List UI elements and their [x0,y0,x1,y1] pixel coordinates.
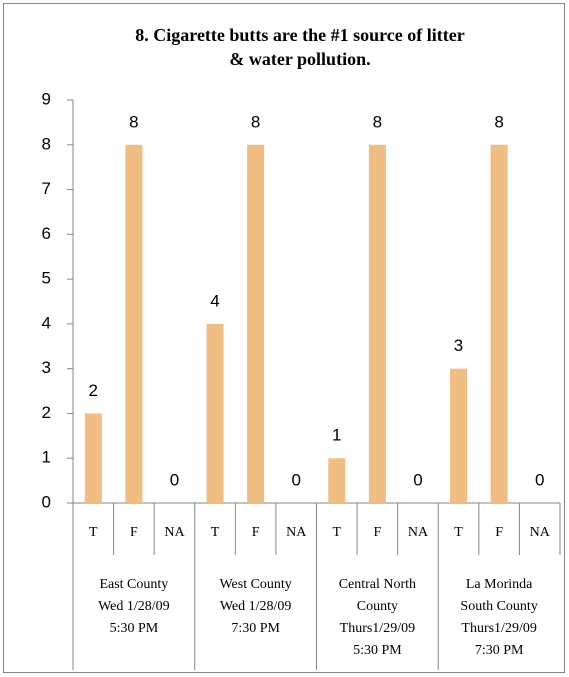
data-label: 2 [89,381,98,400]
x-tick-label: F [495,525,503,540]
group-label: Central North [339,577,416,592]
y-tick-label: 5 [42,269,51,288]
data-label: 0 [535,470,544,489]
x-tick-label: F [252,525,260,540]
bar [450,368,468,503]
y-tick-label: 2 [42,403,51,422]
y-tick-label: 3 [42,358,51,377]
bar [368,144,386,503]
data-label: 8 [494,112,503,131]
group-label: 5:30 PM [353,643,402,658]
group-label: 7:30 PM [475,643,524,658]
x-tick-label: NA [286,525,307,540]
y-tick-label: 9 [42,89,51,108]
group-label: West County [219,577,291,592]
bar [490,144,508,503]
data-label: 3 [454,336,463,355]
bar [84,413,102,503]
group-label: 7:30 PM [231,621,280,636]
y-tick-label: 4 [42,313,51,332]
x-tick-label: NA [530,525,551,540]
group-label: Wed 1/28/09 [98,599,170,614]
x-tick-label: T [454,525,463,540]
chart-title: & water pollution. [229,49,370,69]
data-label: 8 [129,112,138,131]
x-tick-label: T [333,525,342,540]
bar [206,323,224,503]
chart-frame [3,3,565,673]
x-tick-label: NA [164,525,185,540]
x-tick-label: NA [408,525,429,540]
y-tick-label: 0 [42,492,51,511]
y-tick-label: 8 [42,134,51,153]
group-label: Wed 1/28/09 [220,599,292,614]
chart-title: 8. Cigarette butts are the #1 source of … [135,25,464,45]
bar [328,458,346,503]
data-label: 1 [332,426,341,445]
group-label: County [357,599,398,614]
data-label: 0 [291,470,300,489]
data-label: 8 [373,112,382,131]
x-tick-label: T [89,525,98,540]
bar [247,144,265,503]
data-label: 8 [251,112,260,131]
x-tick-label: T [211,525,220,540]
group-label: La Morinda [466,577,533,592]
data-label: 0 [413,470,422,489]
data-label: 0 [170,470,179,489]
x-tick-label: F [130,525,138,540]
x-tick-label: F [373,525,381,540]
bar [125,144,143,503]
group-label: Thurs1/29/09 [461,621,536,636]
y-tick-label: 1 [42,448,51,467]
group-label: East County [99,577,168,592]
y-tick-label: 6 [42,224,51,243]
group-label: South County [460,599,537,614]
group-label: 5:30 PM [110,621,159,636]
y-tick-label: 7 [42,179,51,198]
data-label: 4 [210,291,219,310]
group-label: Thurs1/29/09 [340,621,415,636]
